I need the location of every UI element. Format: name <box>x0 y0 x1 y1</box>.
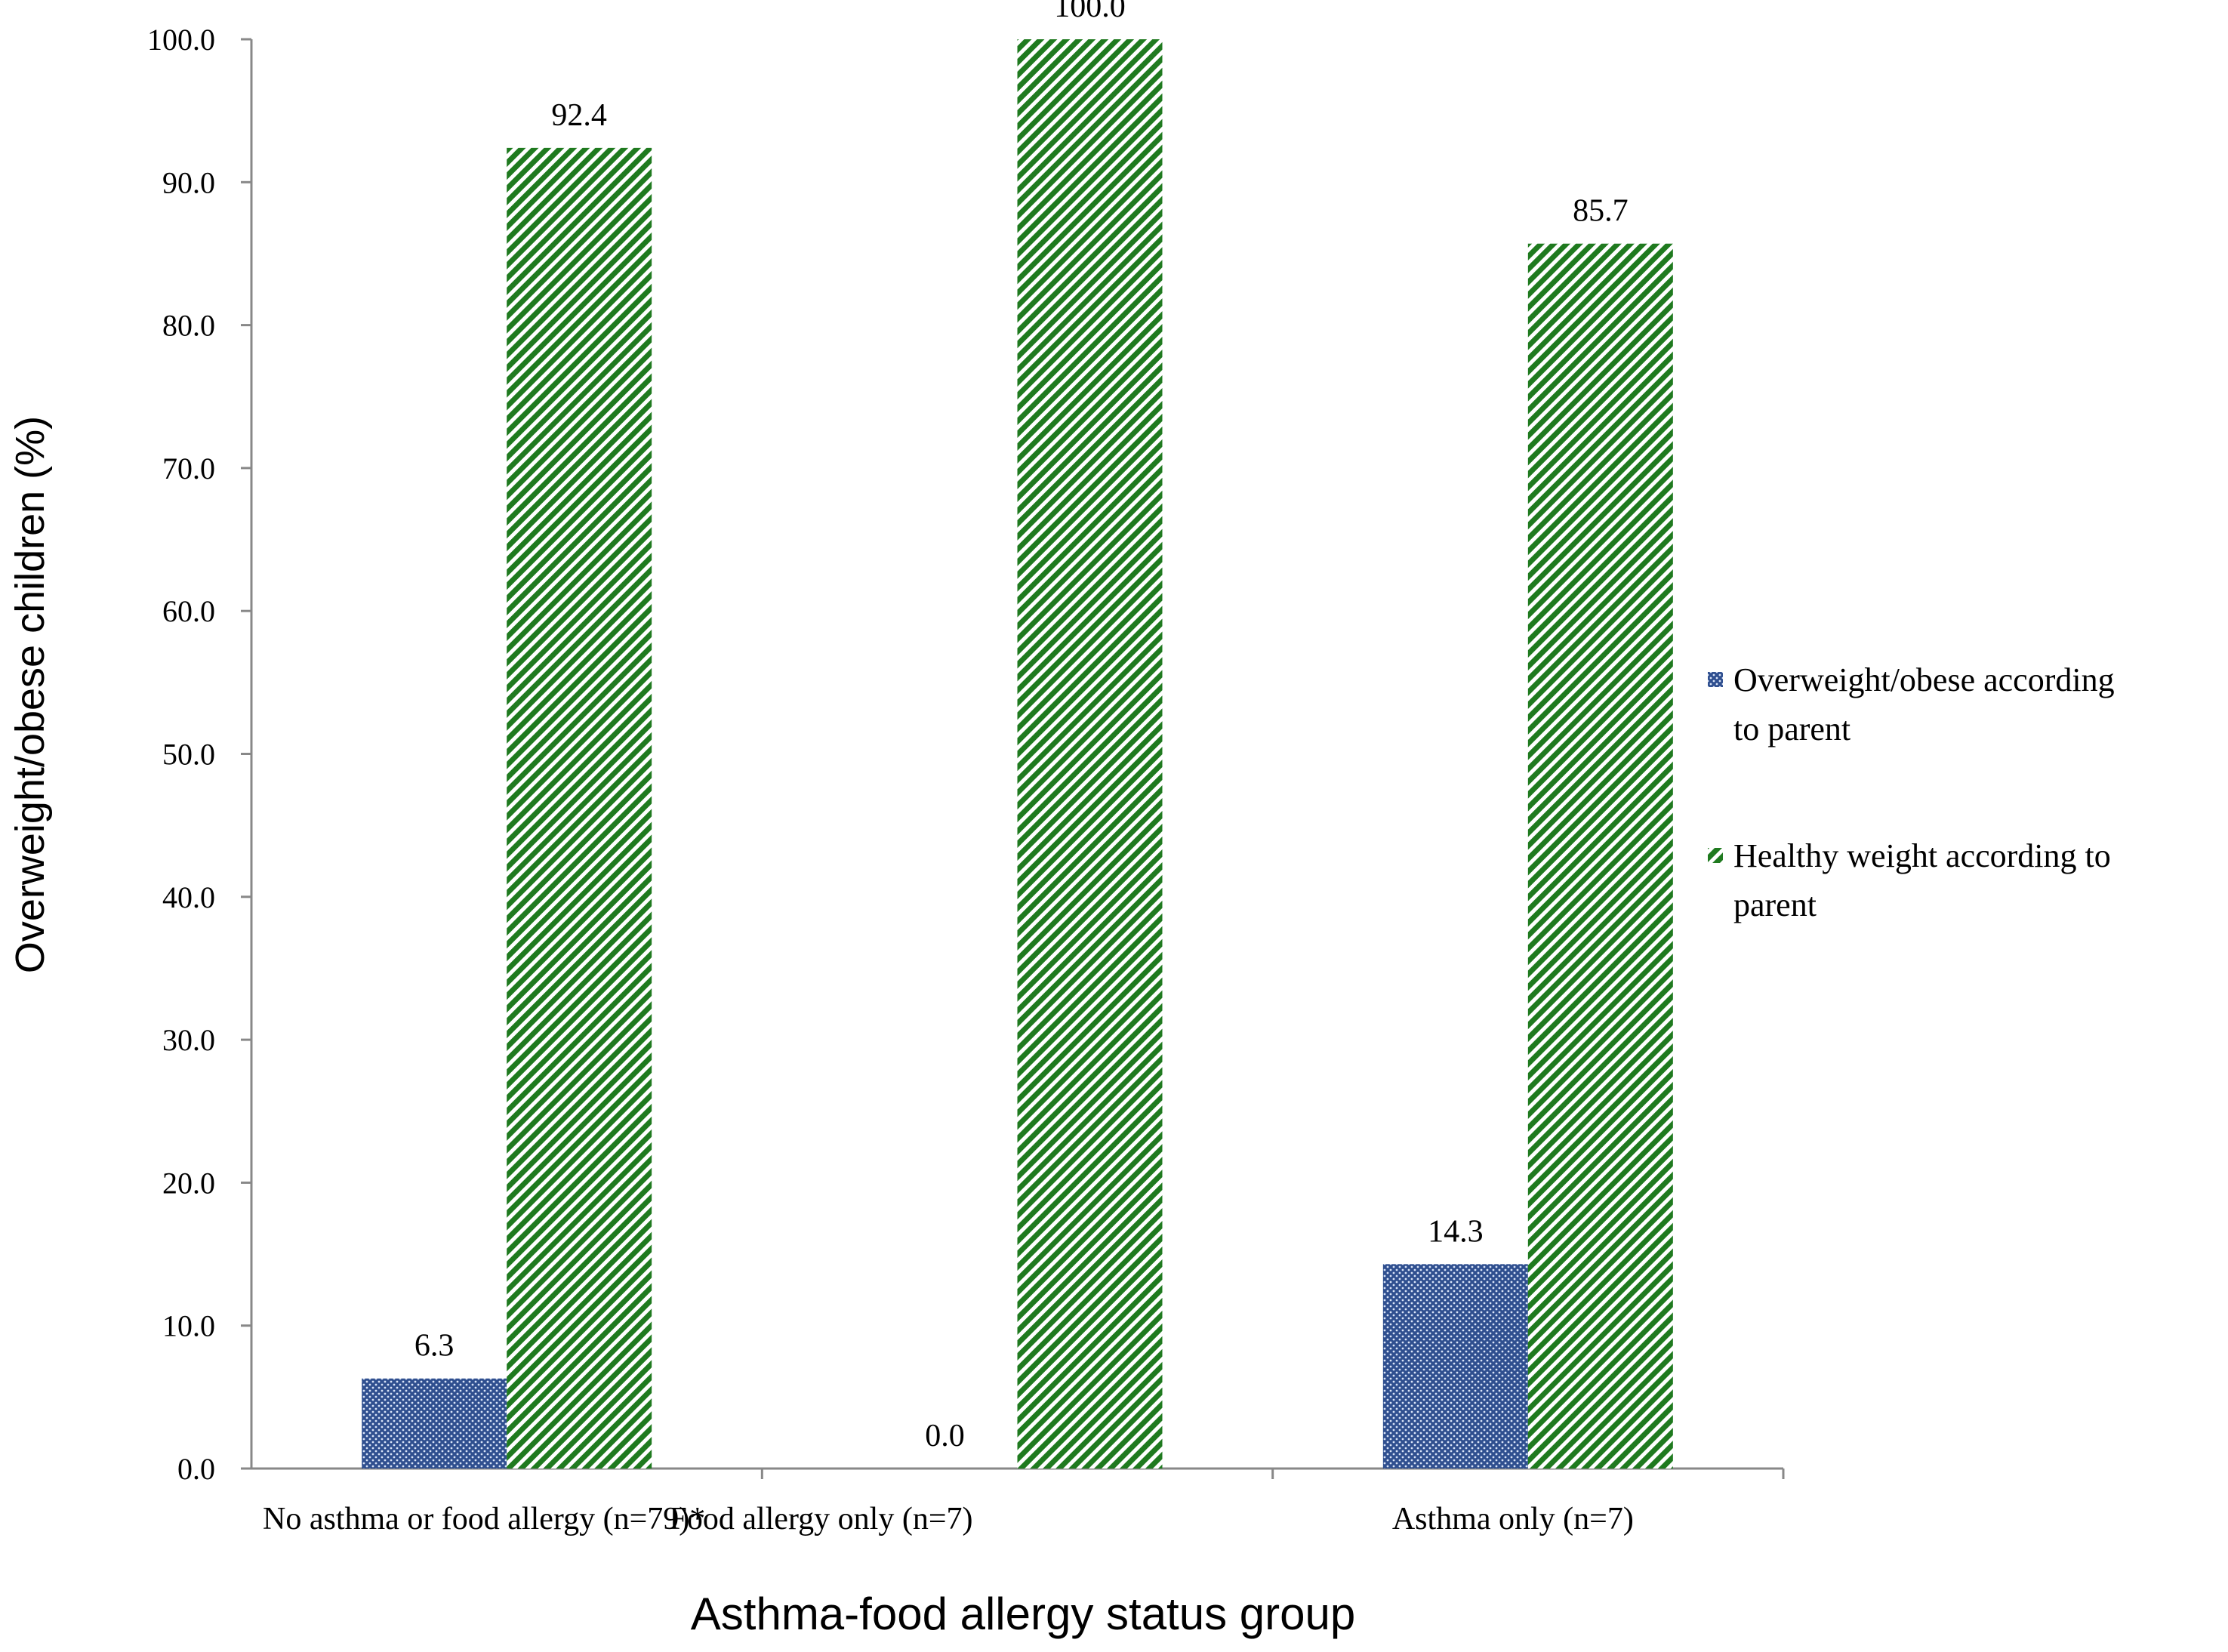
y-tick-label: 40.0 <box>162 880 215 914</box>
legend: Overweight/obese according to parent Hea… <box>1708 661 2115 923</box>
y-axis-ticks: 0.0 10.0 20.0 30.0 40.0 50.0 60.0 70.0 80.0 90.0 1… <box>147 23 251 1486</box>
y-tick-label: 70.0 <box>162 452 215 485</box>
y-tick-label: 50.0 <box>162 738 215 772</box>
x-axis-title: Asthma-food allergy status group <box>691 1589 1355 1639</box>
bar-healthy <box>507 147 652 1469</box>
y-tick-label: 90.0 <box>162 165 215 199</box>
y-axis-title: Overweight/obese children (%) <box>8 416 53 973</box>
bar-value-label-overweight: 14.3 <box>1428 1214 1484 1249</box>
y-tick-label: 30.0 <box>162 1023 215 1057</box>
legend-swatch-overweight <box>1708 672 1723 687</box>
bar-value-label-overweight: 6.3 <box>414 1329 455 1364</box>
y-tick-label: 10.0 <box>162 1309 215 1343</box>
bar-data-labels: 6.3 92.4 0.0 100.0 14.3 85.7 <box>414 0 1629 1453</box>
y-tick-label: 20.0 <box>162 1166 215 1200</box>
bar-overweight <box>1382 1264 1528 1469</box>
x-category-label: Asthma only (n=7) <box>1392 1502 1634 1536</box>
bar-value-label-healthy: 92.4 <box>551 98 607 133</box>
x-category-label: No asthma or food allergy (n=79)* <box>263 1502 705 1536</box>
legend-label-healthy-line2: parent <box>1733 886 1817 923</box>
x-category-labels: No asthma or food allergy (n=79)*Food al… <box>263 1502 1634 1536</box>
x-category-label: Food allergy only (n=7) <box>669 1502 972 1536</box>
x-axis-ticks <box>760 1469 1785 1479</box>
bar-healthy <box>1527 243 1673 1469</box>
legend-label-healthy-line1: Healthy weight according to <box>1733 837 2111 874</box>
legend-swatch-healthy <box>1708 848 1723 863</box>
y-tick-label: 100.0 <box>147 23 215 57</box>
bar-value-label-healthy: 100.0 <box>1054 0 1126 24</box>
bar-overweight <box>362 1378 507 1469</box>
bars-group <box>362 39 1673 1469</box>
bar-value-label-healthy: 85.7 <box>1573 194 1629 229</box>
y-tick-label: 80.0 <box>162 309 215 343</box>
legend-label-overweight-line1: Overweight/obese according <box>1733 661 2115 698</box>
bar-healthy <box>1017 39 1163 1469</box>
legend-label-overweight-line2: to parent <box>1733 710 1851 747</box>
y-tick-label: 60.0 <box>162 594 215 628</box>
bar-value-label-overweight: 0.0 <box>925 1419 965 1453</box>
y-tick-label: 0.0 <box>177 1452 215 1486</box>
